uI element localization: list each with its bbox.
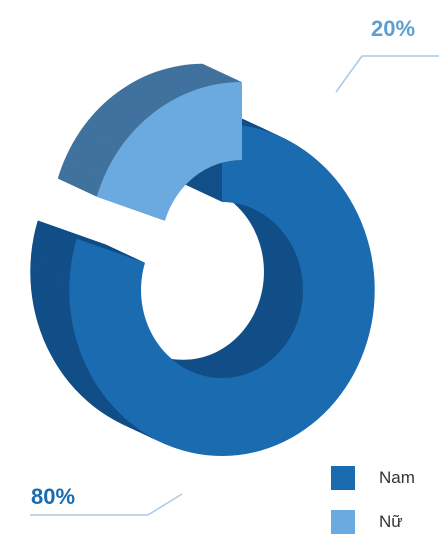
data-label-male: 80% — [31, 484, 76, 509]
leader-line-female — [335, 55, 363, 93]
slice-female — [96, 81, 243, 221]
legend-label-female: Nữ — [379, 512, 403, 531]
slice-male — [69, 124, 375, 456]
legend-item-male: Nam — [331, 466, 415, 490]
legend-label-male: Nam — [379, 468, 415, 487]
legend-swatch-male — [331, 466, 355, 490]
donut-marks — [30, 63, 375, 456]
leader-line-male-tail — [147, 493, 183, 516]
legend-swatch-female — [331, 510, 355, 534]
legend-item-female: Nữ — [331, 510, 403, 534]
data-label-female: 20% — [371, 16, 416, 41]
